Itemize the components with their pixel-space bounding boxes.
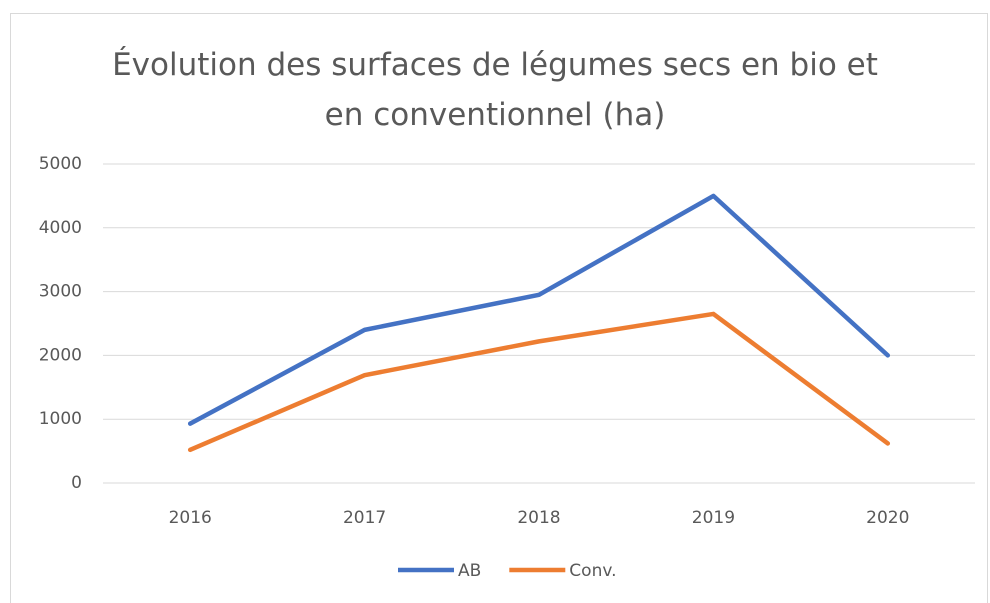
y-tick-label: 0: [71, 473, 82, 493]
y-tick-label: 5000: [39, 154, 82, 174]
x-tick-label: 2017: [343, 508, 386, 528]
legend-label: Conv.: [569, 561, 616, 581]
legend-label: AB: [458, 561, 481, 581]
chart-frame: [10, 13, 988, 603]
series-line: [187, 311, 891, 453]
x-tick-label: 2019: [692, 508, 735, 528]
series-line: [187, 193, 891, 426]
y-tick-label: 1000: [39, 409, 82, 429]
y-tick-label: 4000: [39, 218, 82, 238]
x-tick-label: 2018: [517, 508, 560, 528]
y-tick-label: 3000: [39, 282, 82, 302]
x-tick-label: 2016: [169, 508, 212, 528]
x-tick-label: 2020: [866, 508, 909, 528]
chart-title: Évolution des surfaces de légumes secs e…: [112, 47, 878, 133]
y-tick-label: 2000: [39, 345, 82, 365]
